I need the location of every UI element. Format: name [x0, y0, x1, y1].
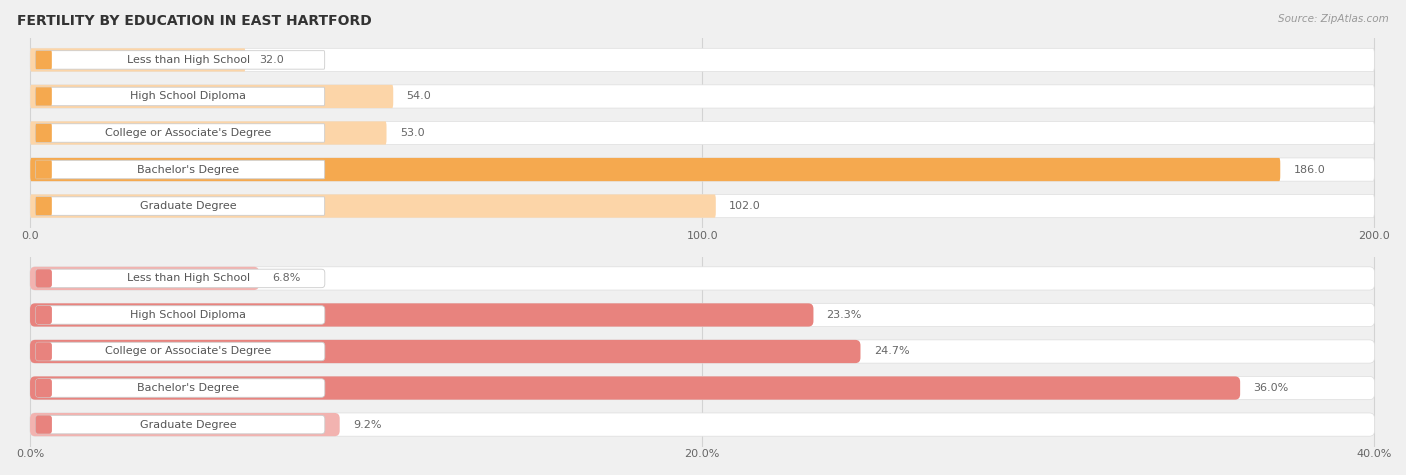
Text: Less than High School: Less than High School [127, 274, 250, 284]
Text: College or Associate's Degree: College or Associate's Degree [105, 346, 271, 357]
FancyBboxPatch shape [35, 124, 52, 142]
FancyBboxPatch shape [35, 306, 325, 324]
Text: FERTILITY BY EDUCATION IN EAST HARTFORD: FERTILITY BY EDUCATION IN EAST HARTFORD [17, 14, 371, 28]
FancyBboxPatch shape [35, 124, 325, 142]
FancyBboxPatch shape [31, 122, 1374, 144]
FancyBboxPatch shape [31, 158, 1281, 181]
FancyBboxPatch shape [31, 194, 716, 218]
FancyBboxPatch shape [30, 413, 340, 436]
FancyBboxPatch shape [35, 379, 325, 397]
FancyBboxPatch shape [30, 376, 1240, 399]
FancyBboxPatch shape [35, 197, 52, 215]
FancyBboxPatch shape [31, 122, 387, 144]
FancyBboxPatch shape [35, 416, 52, 434]
FancyBboxPatch shape [30, 376, 1375, 399]
FancyBboxPatch shape [31, 194, 1374, 218]
Text: 36.0%: 36.0% [1253, 383, 1288, 393]
FancyBboxPatch shape [35, 269, 52, 287]
Text: Less than High School: Less than High School [127, 55, 250, 65]
FancyBboxPatch shape [31, 158, 1374, 181]
Text: High School Diploma: High School Diploma [131, 92, 246, 102]
FancyBboxPatch shape [30, 267, 259, 290]
FancyBboxPatch shape [35, 51, 52, 69]
Text: Bachelor's Degree: Bachelor's Degree [138, 164, 239, 174]
FancyBboxPatch shape [35, 342, 325, 361]
FancyBboxPatch shape [35, 51, 325, 69]
FancyBboxPatch shape [35, 306, 52, 324]
FancyBboxPatch shape [30, 413, 1375, 436]
Text: 186.0: 186.0 [1294, 164, 1326, 174]
Text: 54.0: 54.0 [406, 92, 432, 102]
FancyBboxPatch shape [35, 87, 325, 106]
Text: 53.0: 53.0 [399, 128, 425, 138]
Text: Graduate Degree: Graduate Degree [141, 201, 236, 211]
FancyBboxPatch shape [35, 161, 52, 179]
Text: College or Associate's Degree: College or Associate's Degree [105, 128, 271, 138]
FancyBboxPatch shape [35, 379, 52, 397]
Text: 32.0: 32.0 [259, 55, 284, 65]
FancyBboxPatch shape [30, 340, 1375, 363]
Text: Source: ZipAtlas.com: Source: ZipAtlas.com [1278, 14, 1389, 24]
FancyBboxPatch shape [30, 304, 814, 327]
FancyBboxPatch shape [35, 342, 52, 361]
FancyBboxPatch shape [35, 197, 325, 215]
FancyBboxPatch shape [35, 269, 325, 288]
Text: Graduate Degree: Graduate Degree [141, 419, 236, 429]
Text: 9.2%: 9.2% [353, 419, 381, 429]
Text: 23.3%: 23.3% [827, 310, 862, 320]
FancyBboxPatch shape [31, 85, 394, 108]
FancyBboxPatch shape [31, 48, 246, 72]
Text: 102.0: 102.0 [730, 201, 761, 211]
Text: 24.7%: 24.7% [873, 346, 910, 357]
Text: Bachelor's Degree: Bachelor's Degree [138, 383, 239, 393]
FancyBboxPatch shape [35, 160, 325, 179]
FancyBboxPatch shape [31, 85, 1374, 108]
FancyBboxPatch shape [35, 87, 52, 105]
FancyBboxPatch shape [31, 48, 1374, 72]
Text: 6.8%: 6.8% [273, 274, 301, 284]
FancyBboxPatch shape [35, 415, 325, 434]
FancyBboxPatch shape [30, 304, 1375, 327]
FancyBboxPatch shape [30, 340, 860, 363]
FancyBboxPatch shape [30, 267, 1375, 290]
Text: High School Diploma: High School Diploma [131, 310, 246, 320]
